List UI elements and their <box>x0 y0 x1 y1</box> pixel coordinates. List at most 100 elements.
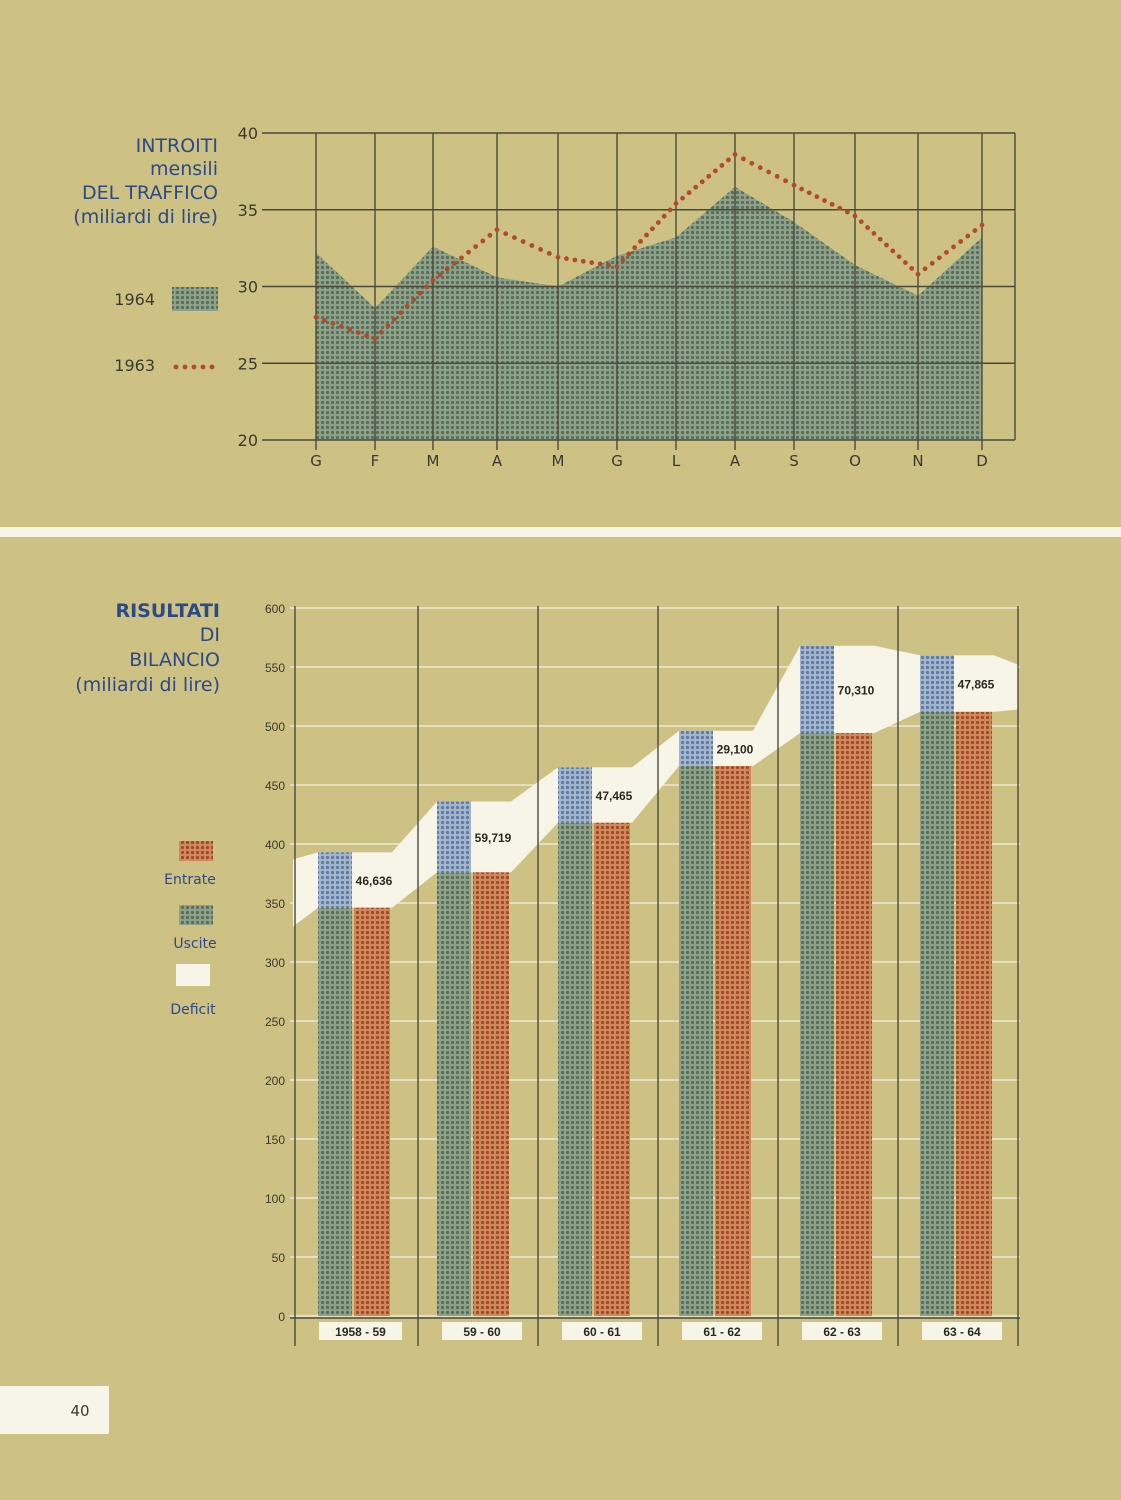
bottom-ytick-label: 100 <box>265 1192 285 1206</box>
top-xtick-label: M <box>552 452 565 470</box>
page-separator <box>0 527 1121 537</box>
top-xtick-label: F <box>371 452 380 470</box>
line-1963-dot <box>699 179 705 185</box>
top-xtick-label: A <box>730 452 741 470</box>
line-1963-dot <box>338 324 344 329</box>
line-1963-dot <box>494 227 500 233</box>
line-1963-dot <box>330 320 336 326</box>
line-1963 <box>313 152 985 342</box>
bottom-xtick-label: 61 - 62 <box>703 1325 741 1339</box>
line-1963-dot <box>487 232 493 238</box>
line-1963-dot <box>936 255 942 261</box>
line-1963-dot <box>473 244 479 249</box>
line-1963-dot <box>451 261 457 266</box>
line-1963-dot <box>313 314 319 320</box>
bottom-xtick-label: 59 - 60 <box>463 1325 501 1339</box>
line-1963-dot <box>979 222 985 228</box>
line-1963-dot <box>951 244 956 250</box>
deficit-value-label: 70,310 <box>838 683 875 697</box>
line-1963-dot <box>580 258 586 264</box>
top-xtick-label: G <box>310 452 322 470</box>
line-1963-dot <box>706 173 712 179</box>
line-1963-dot <box>757 165 763 171</box>
top-ytick-label: 40 <box>238 124 258 143</box>
legend-entrate-label: Entrate <box>164 872 216 888</box>
top-xtick-label: N <box>912 452 923 470</box>
legend-1964-swatch <box>172 287 218 311</box>
bottom-ytick-label: 200 <box>265 1074 285 1088</box>
line-1963-dot <box>529 243 535 248</box>
top-ytick-label: 30 <box>238 278 258 297</box>
top-xtick-label: G <box>611 452 623 470</box>
deficit-value-label: 59,719 <box>475 831 512 845</box>
top-xtick-label: O <box>849 452 861 470</box>
line-1963-dot <box>411 297 417 303</box>
line-1963-dot <box>355 330 361 335</box>
line-1963-dot <box>865 225 870 230</box>
line-1963-dot <box>606 262 611 268</box>
bottom-ytick-label: 50 <box>272 1251 286 1265</box>
line-1963-dot <box>372 336 378 342</box>
legend-1963-dots <box>173 364 215 370</box>
line-1963-dot <box>922 266 928 272</box>
line-1963-dot <box>404 303 410 309</box>
line-1963-dot <box>774 174 780 179</box>
bar-uscite <box>920 711 954 1316</box>
bottom-chart-title-line: DI <box>200 624 220 646</box>
line-1963-dot <box>379 329 384 335</box>
line-1963-dot <box>693 184 699 190</box>
line-1963-dot <box>398 310 404 316</box>
line-1963-dot <box>791 182 797 188</box>
bar-entrate <box>715 766 751 1316</box>
bar-uscite <box>800 733 834 1316</box>
line-1963-dot <box>503 231 509 237</box>
bar-uscite <box>679 766 713 1316</box>
line-1963-dot <box>347 327 353 332</box>
line-1963-dot <box>783 178 788 184</box>
line-1963-dot <box>424 284 429 290</box>
bar-entrate <box>836 733 872 1316</box>
line-1963-dot <box>417 290 423 296</box>
legend-deficit-swatch <box>176 964 210 986</box>
line-1963-dot <box>655 220 661 225</box>
line-1963-dot <box>837 205 843 211</box>
line-1963-dot <box>667 207 673 213</box>
line-1963-dot <box>614 264 620 269</box>
bottom-ytick-label: 500 <box>265 720 285 734</box>
bottom-xtick-label: 1958 - 59 <box>335 1325 386 1339</box>
top-xtick-label: L <box>672 452 681 470</box>
bar-uscite <box>437 872 471 1316</box>
bar-uscite-deficit <box>920 655 954 712</box>
line-1963-dot <box>965 233 971 239</box>
line-1963-dot <box>909 265 915 271</box>
top-ytick-label: 20 <box>238 431 258 450</box>
line-1963-dot <box>466 249 471 255</box>
bar-uscite-deficit <box>679 730 713 767</box>
bottom-ytick-label: 400 <box>265 838 285 852</box>
legend-uscite-swatch <box>179 905 213 925</box>
line-1963-dot <box>538 247 543 252</box>
bottom-xtick-label: 63 - 64 <box>943 1325 981 1339</box>
bar-entrate <box>956 711 992 1316</box>
bottom-ytick-label: 250 <box>265 1015 285 1029</box>
line-1963-dot <box>437 272 443 278</box>
deficit-band <box>293 645 1018 927</box>
top-chart-title-line: (miliardi di lire) <box>73 206 218 228</box>
line-1963-dot <box>822 198 827 203</box>
line-1963-dot <box>620 257 626 263</box>
category-label-box <box>922 1322 1002 1340</box>
page-number-box <box>0 1386 109 1434</box>
line-1963-dot <box>890 248 896 254</box>
line-1963-dot <box>650 226 655 232</box>
line-1963-dot <box>564 256 569 262</box>
bottom-chart-title-line: RISULTATI <box>115 600 220 622</box>
bar-uscite-deficit <box>800 645 834 734</box>
line-1963-dot <box>877 236 883 242</box>
line-1963-dot <box>719 163 725 168</box>
bottom-xtick-label: 62 - 63 <box>823 1325 861 1339</box>
line-1963-dot <box>459 255 464 261</box>
line-1963-dot <box>814 194 820 200</box>
legend-1964-label: 1964 <box>114 290 155 309</box>
line-1963-dot <box>903 260 908 265</box>
